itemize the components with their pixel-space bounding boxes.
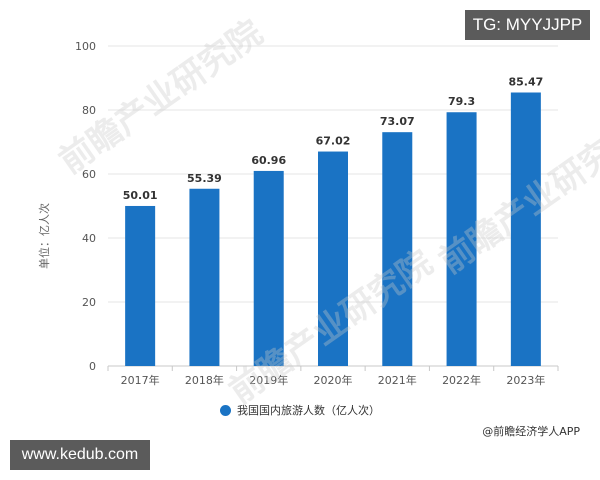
bar[interactable] [189, 188, 220, 366]
bar[interactable] [125, 205, 156, 366]
x-tick-label: 2017年 [121, 373, 160, 387]
value-label: 79.3 [448, 95, 475, 108]
y-tick-label: 100 [75, 40, 96, 53]
x-tick-label: 2021年 [378, 373, 417, 387]
bars [125, 92, 541, 367]
tg-badge: TG: MYYJJPP [465, 10, 590, 40]
value-label: 60.96 [251, 154, 286, 167]
value-label: 55.39 [187, 172, 222, 185]
x-tick-label: 2023年 [506, 373, 545, 387]
y-tick-label: 0 [89, 360, 96, 373]
legend[interactable]: 我国国内旅游人数（亿人次） [0, 402, 600, 418]
x-tick-label: 2022年 [442, 373, 481, 387]
bar[interactable] [510, 92, 541, 366]
bar[interactable] [253, 170, 284, 366]
url-badge: www.kedub.com [10, 440, 150, 470]
bar[interactable] [382, 132, 413, 366]
y-tick-label: 80 [82, 104, 96, 117]
y-axis-ticks: 0 20 40 60 80 100 [75, 40, 96, 373]
value-label: 67.02 [316, 135, 351, 148]
bar[interactable] [318, 151, 348, 366]
x-tick-label: 2020年 [314, 373, 353, 387]
value-label: 73.07 [380, 115, 415, 128]
legend-dot-icon [220, 404, 231, 416]
y-tick-label: 20 [82, 296, 96, 309]
x-tick-label: 2018年 [185, 373, 224, 387]
legend-label: 我国国内旅游人数（亿人次） [237, 404, 380, 417]
y-axis-label: 单位：亿人次 [38, 203, 51, 269]
x-axis-ticks: 2017年 2018年 2019年 2020年 2021年 2022年 2023年 [107, 366, 559, 387]
x-tick-label: 2019年 [249, 373, 288, 387]
y-tick-label: 40 [82, 232, 96, 245]
bar[interactable] [446, 112, 477, 367]
value-label: 85.47 [508, 75, 543, 88]
value-label: 50.01 [123, 189, 158, 202]
y-tick-label: 60 [82, 168, 96, 181]
value-labels: 50.01 55.39 60.96 67.02 73.07 79.3 85.47 [123, 75, 544, 201]
source-credit: @前瞻经济学人APP [482, 425, 580, 438]
